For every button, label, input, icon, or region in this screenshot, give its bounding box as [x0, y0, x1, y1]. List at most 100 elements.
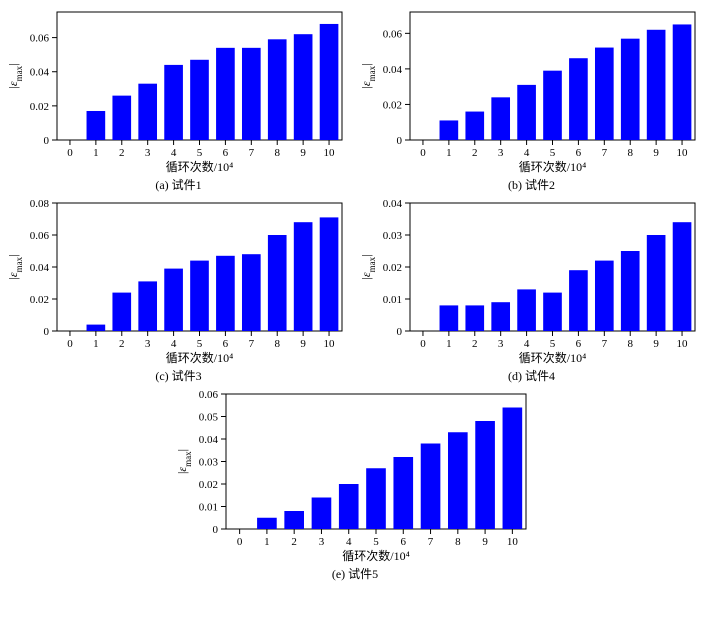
x-tick-label: 0	[237, 536, 243, 548]
y-tick-label: 0	[44, 326, 50, 338]
x-tick-label: 8	[274, 338, 280, 350]
x-axis-label: 循环次数/10⁴	[342, 548, 410, 563]
bar	[621, 251, 640, 331]
x-tick-label: 4	[524, 147, 530, 159]
panel-caption: (e) 试件5	[332, 565, 378, 582]
bar	[366, 468, 386, 529]
bar	[448, 432, 468, 529]
y-tick-label: 0.01	[383, 294, 402, 306]
svg-text:|εmax|: |εmax|	[9, 254, 24, 279]
bar	[517, 85, 536, 140]
y-tick-label: 0	[44, 135, 50, 147]
bar	[517, 289, 536, 331]
panel-caption: (c) 试件3	[155, 367, 201, 384]
bar	[440, 120, 459, 140]
y-tick-label: 0.05	[199, 412, 219, 424]
x-tick-label: 7	[249, 147, 255, 159]
x-tick-label: 1	[264, 536, 270, 548]
x-tick-label: 9	[653, 147, 659, 159]
x-tick-label: 6	[576, 338, 582, 350]
bar	[393, 457, 413, 529]
x-tick-label: 7	[602, 147, 608, 159]
x-axis-label: 循环次数/10⁴	[166, 350, 234, 365]
x-tick-label: 8	[627, 338, 633, 350]
x-tick-label: 3	[145, 147, 151, 159]
x-tick-label: 5	[373, 536, 379, 548]
bar	[216, 256, 235, 331]
y-axis-label: |εmax|	[178, 449, 193, 474]
x-tick-label: 5	[197, 338, 203, 350]
x-tick-label: 5	[197, 147, 203, 159]
chart-d: 01234567891000.010.020.030.04循环次数/10⁴|εm…	[362, 197, 701, 365]
bar	[440, 305, 459, 331]
x-tick-label: 3	[498, 147, 504, 159]
x-tick-label: 2	[119, 338, 125, 350]
svg-text:|εmax|: |εmax|	[9, 63, 24, 88]
y-tick-label: 0.01	[199, 502, 218, 514]
x-tick-label: 8	[627, 147, 633, 159]
chart-b: 01234567891000.020.040.06循环次数/10⁴|εmax|	[362, 6, 701, 174]
y-tick-label: 0.04	[199, 434, 219, 446]
x-tick-label: 10	[324, 338, 336, 350]
x-axis-label: 循环次数/10⁴	[166, 159, 234, 174]
svg-text:|εmax|: |εmax|	[178, 449, 193, 474]
y-axis-label: |εmax|	[362, 63, 377, 88]
y-tick-label: 0.06	[30, 33, 50, 45]
panel-d: 01234567891000.010.020.030.04循环次数/10⁴|εm…	[362, 197, 701, 384]
x-tick-label: 1	[446, 147, 452, 159]
bar	[138, 84, 157, 140]
x-tick-label: 4	[346, 536, 352, 548]
bar	[216, 48, 235, 140]
x-tick-label: 8	[455, 536, 461, 548]
bar	[543, 71, 562, 140]
bar	[421, 444, 441, 530]
bar	[112, 293, 131, 331]
bar	[257, 518, 277, 529]
y-tick-label: 0.04	[383, 64, 403, 76]
bar	[465, 112, 484, 140]
bar	[190, 60, 209, 140]
x-tick-label: 4	[524, 338, 530, 350]
x-tick-label: 4	[171, 147, 177, 159]
x-tick-label: 1	[446, 338, 452, 350]
bar	[491, 97, 510, 140]
x-tick-label: 2	[291, 536, 297, 548]
bar	[503, 408, 523, 530]
y-tick-label: 0	[397, 135, 403, 147]
x-tick-label: 1	[93, 147, 99, 159]
bar	[569, 58, 588, 140]
bar	[242, 254, 261, 331]
chart-e: 01234567891000.010.020.030.040.050.06循环次…	[178, 388, 532, 563]
y-axis-label: |εmax|	[9, 254, 24, 279]
panel-caption: (d) 试件4	[508, 367, 555, 384]
x-axis-label: 循环次数/10⁴	[519, 159, 587, 174]
x-tick-label: 6	[576, 147, 582, 159]
x-tick-label: 10	[677, 338, 689, 350]
svg-text:|εmax|: |εmax|	[362, 63, 377, 88]
panel-caption: (b) 试件2	[508, 176, 555, 193]
x-tick-label: 3	[319, 536, 325, 548]
bar	[475, 421, 495, 529]
y-tick-label: 0.02	[199, 479, 218, 491]
bar	[164, 269, 183, 331]
y-axis-label: |εmax|	[9, 63, 24, 88]
x-tick-label: 2	[472, 147, 478, 159]
x-tick-label: 10	[677, 147, 689, 159]
bar	[242, 48, 261, 140]
x-tick-label: 8	[274, 147, 280, 159]
x-tick-label: 7	[249, 338, 255, 350]
bar	[138, 281, 157, 331]
x-tick-label: 10	[324, 147, 336, 159]
x-tick-label: 3	[145, 338, 151, 350]
x-tick-label: 6	[223, 147, 229, 159]
bar	[320, 24, 339, 140]
bar	[164, 65, 183, 140]
y-tick-label: 0.03	[199, 457, 219, 469]
bar	[87, 111, 106, 140]
bar	[621, 39, 640, 140]
x-tick-label: 3	[498, 338, 504, 350]
bar	[647, 30, 666, 140]
chart-a: 01234567891000.020.040.06循环次数/10⁴|εmax|	[9, 6, 348, 174]
x-tick-label: 7	[428, 536, 434, 548]
x-axis-label: 循环次数/10⁴	[519, 350, 587, 365]
